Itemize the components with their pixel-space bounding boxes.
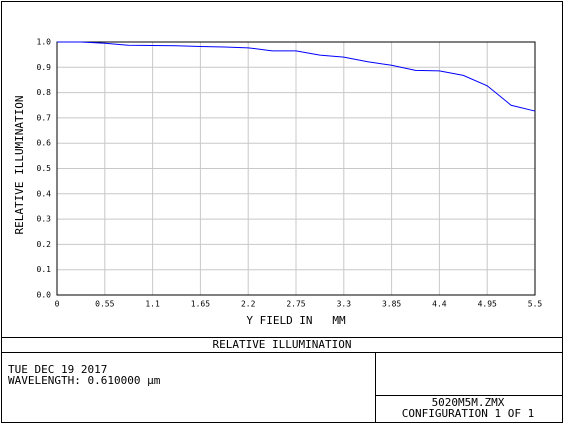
- x-tick-label: 4.4: [432, 300, 447, 309]
- x-tick-label: 5.5: [528, 300, 543, 309]
- file-name: 5020M5M.ZMX: [432, 396, 505, 409]
- x-axis-label: Y FIELD IN MM: [246, 314, 346, 327]
- chart-title: RELATIVE ILLUMINATION: [212, 338, 351, 351]
- wavelength: WAVELENGTH: 0.610000 µm: [8, 374, 161, 387]
- y-axis-label: RELATIVE ILLUMINATION: [13, 95, 26, 234]
- x-tick-label: 0.55: [95, 300, 114, 309]
- plot-frame: [56, 41, 536, 296]
- y-tick-label: 0.9: [37, 63, 52, 72]
- x-tick-label: 3.3: [337, 300, 352, 309]
- x-tick-label: 4.95: [478, 300, 497, 309]
- date: TUE DEC 19 2017: [8, 363, 107, 376]
- x-tick-label: 1.65: [191, 300, 210, 309]
- x-tick-label: 0: [55, 300, 60, 309]
- y-tick-label: 0.0: [37, 291, 52, 300]
- x-tick-label: 3.85: [382, 300, 401, 309]
- y-tick-label: 0.2: [37, 240, 52, 249]
- y-tick-label: 0.3: [37, 215, 52, 224]
- x-tick-label: 1.1: [145, 300, 160, 309]
- y-tick-label: 0.4: [37, 189, 52, 198]
- configuration: CONFIGURATION 1 OF 1: [402, 407, 534, 420]
- y-tick-label: 0.8: [37, 88, 52, 97]
- y-tick-label: 0.7: [37, 113, 52, 122]
- x-tick-label: 2.75: [286, 300, 305, 309]
- y-tick-label: 0.6: [37, 139, 52, 148]
- y-tick-label: 0.5: [37, 164, 52, 173]
- x-tick-label: 2.2: [241, 300, 256, 309]
- y-tick-label: 1.0: [37, 38, 52, 47]
- y-tick-label: 0.1: [37, 265, 52, 274]
- data-line: [57, 41, 536, 112]
